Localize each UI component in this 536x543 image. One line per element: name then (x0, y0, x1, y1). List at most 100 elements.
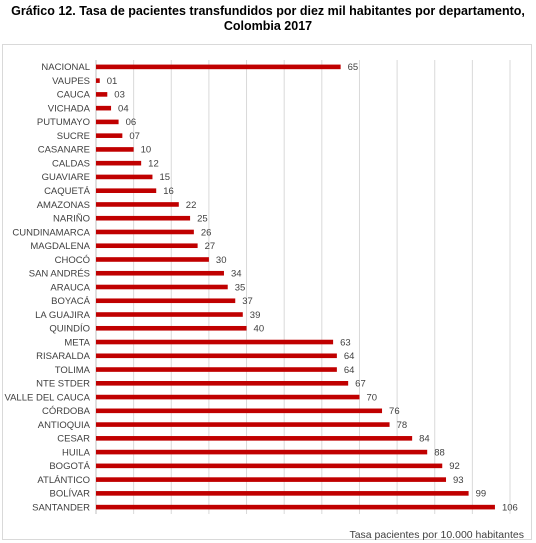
bar (96, 92, 108, 97)
bar (96, 381, 349, 386)
data-label: 40 (254, 324, 265, 335)
category-label: CHOCÓ (55, 255, 90, 266)
category-label: NACIONAL (41, 62, 90, 73)
chart-title-line-2: Colombia 2017 (223, 19, 313, 33)
x-axis-label: Tasa pacientes por 10.000 habitantes (349, 529, 524, 541)
category-label: VALLE DEL CAUCA (4, 392, 90, 403)
category-label: META (64, 337, 90, 348)
data-label: 10 (141, 145, 152, 156)
category-label: SANTANDER (32, 502, 90, 513)
category-label: VICHADA (48, 103, 91, 114)
bar (96, 339, 334, 345)
category-label: NARIÑO (53, 214, 90, 225)
category-label: BOLÍVAR (50, 489, 91, 500)
chart-frame (2, 44, 532, 540)
bar (96, 325, 247, 331)
bar (96, 422, 390, 427)
data-label: 06 (126, 117, 137, 128)
category-label: HUILA (62, 447, 91, 458)
data-label: 70 (366, 392, 377, 403)
bar (96, 243, 198, 249)
bar (96, 270, 224, 276)
data-label: 84 (419, 434, 430, 445)
data-label: 39 (250, 310, 261, 321)
category-label: QUINDÍO (49, 324, 90, 335)
bar (96, 491, 469, 496)
category-label: RISARALDA (36, 351, 91, 362)
category-label: CUNDINAMARCA (12, 227, 90, 238)
bar (96, 477, 447, 482)
data-label: 16 (163, 186, 174, 197)
bar (96, 78, 100, 83)
category-label: BOGOTÁ (49, 461, 90, 472)
bar (96, 394, 360, 400)
data-label: 92 (449, 461, 460, 472)
category-label: CALDAS (52, 158, 90, 169)
category-label: ANTIOQUIA (38, 420, 91, 431)
bar (96, 147, 134, 152)
data-label: 35 (235, 282, 246, 293)
chart-title: Gráfico 12. Tasa de pacientes transfundi… (0, 4, 536, 34)
category-label: ATLÁNTICO (37, 475, 90, 486)
data-label: 27 (205, 241, 216, 252)
category-label: MAGDALENA (30, 241, 90, 252)
data-label: 04 (118, 103, 129, 114)
category-label: CASANARE (38, 145, 90, 156)
category-label: CÓRDOBA (42, 406, 91, 417)
data-label: 26 (201, 227, 212, 238)
bar (96, 367, 337, 372)
data-label: 12 (148, 158, 159, 169)
category-label: VAUPES (52, 76, 90, 87)
bar (96, 133, 123, 138)
bar (96, 229, 194, 235)
data-label: 34 (231, 269, 242, 280)
data-label: 67 (355, 379, 366, 390)
bar (96, 174, 153, 180)
category-label: GUAVIARE (42, 172, 90, 183)
category-label: AMAZONAS (37, 200, 90, 211)
bar (96, 353, 337, 359)
category-label: SUCRE (57, 131, 90, 142)
bar (96, 119, 119, 125)
category-label: PUTUMAYO (37, 117, 90, 128)
data-label: 106 (502, 502, 518, 513)
data-label: 93 (453, 475, 464, 486)
bar (96, 64, 341, 70)
bar (96, 284, 228, 290)
data-label: 63 (340, 337, 351, 348)
data-label: 15 (159, 172, 170, 183)
data-label: 37 (242, 296, 253, 307)
bar (96, 298, 236, 304)
data-label: 78 (397, 420, 408, 431)
bar (96, 449, 428, 455)
category-label: BOYACÁ (51, 296, 91, 307)
bar (96, 105, 112, 111)
category-label: NTE STDER (36, 379, 90, 390)
data-label: 64 (344, 351, 355, 362)
data-label: 22 (186, 200, 197, 211)
data-label: 01 (107, 76, 118, 87)
data-label: 64 (344, 365, 355, 376)
data-label: 76 (389, 406, 400, 417)
bar (96, 504, 495, 510)
bar (96, 408, 383, 414)
bar (96, 257, 209, 262)
bar (96, 312, 243, 317)
data-label: 88 (434, 447, 445, 458)
category-label: CESAR (57, 434, 90, 445)
category-label: ARAUCA (50, 282, 90, 293)
data-label: 99 (476, 489, 487, 500)
data-label: 03 (114, 90, 125, 101)
category-label: CAUCA (57, 90, 91, 101)
bar (96, 202, 179, 207)
data-label: 30 (216, 255, 227, 266)
category-label: CAQUETÁ (44, 186, 91, 197)
bar (96, 463, 443, 469)
bar (96, 160, 142, 166)
data-label: 07 (129, 131, 140, 142)
bar (96, 215, 191, 221)
category-label: LA GUAJIRA (35, 310, 91, 321)
bar (96, 436, 413, 441)
data-label: 25 (197, 214, 208, 225)
